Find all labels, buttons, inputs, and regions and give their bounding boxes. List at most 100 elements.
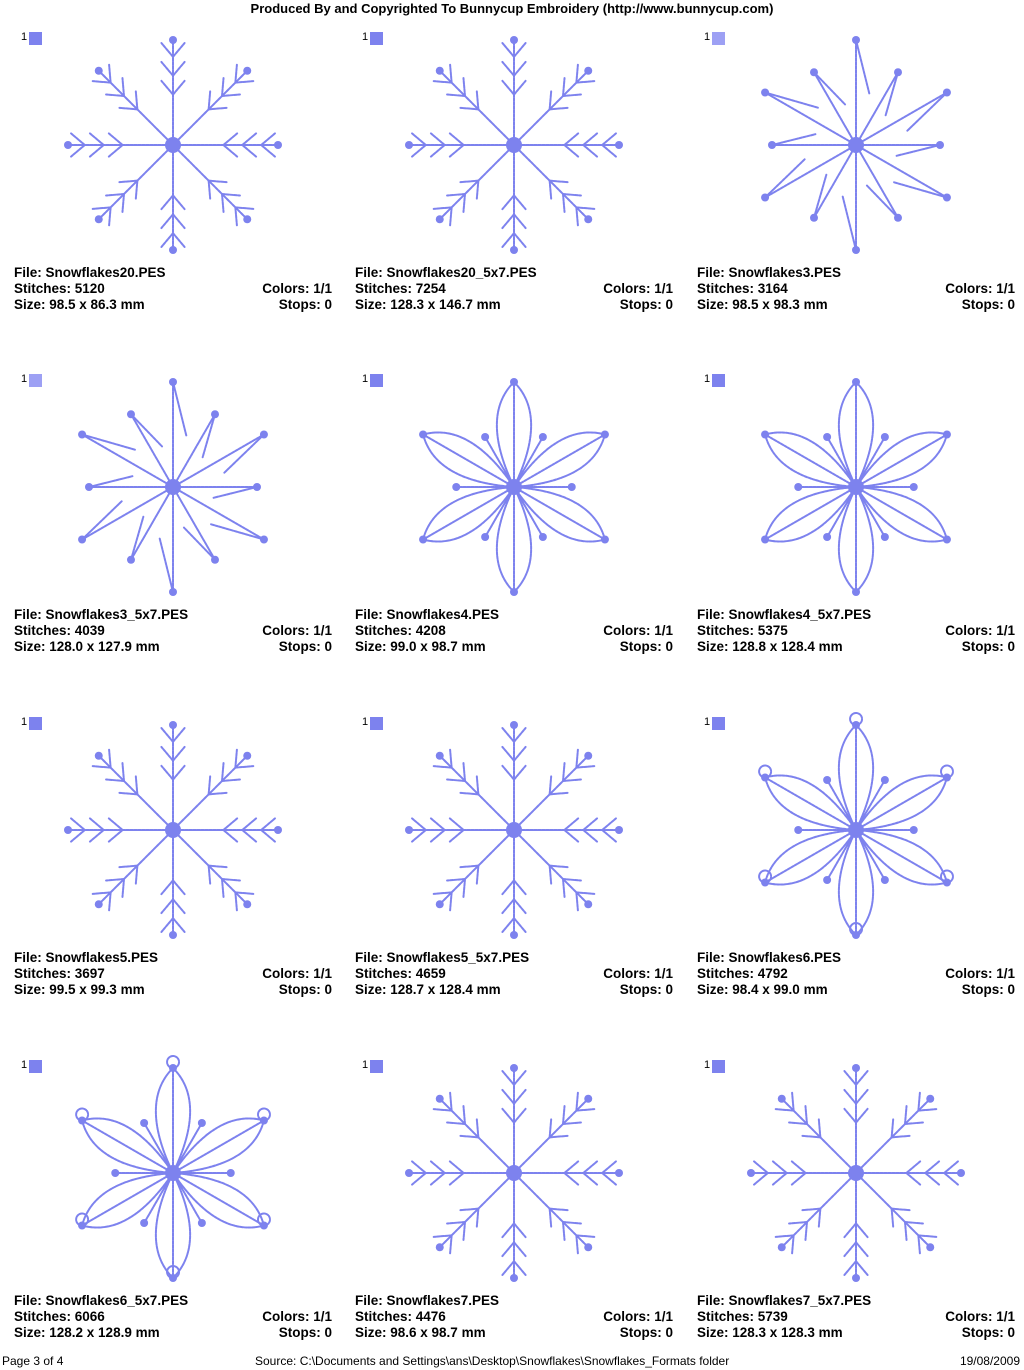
- embroidery-preview: [405, 1064, 623, 1282]
- color-index: 1: [704, 373, 711, 385]
- embroidery-preview: [64, 36, 282, 254]
- stitch-count: Stitches: 5120: [14, 281, 105, 296]
- color-count: Colors: 1/1: [603, 1309, 673, 1324]
- file-name: File: Snowflakes3_5x7.PES: [14, 607, 189, 622]
- snowflake-design: [405, 36, 623, 254]
- design-card: 1 File: Snowflakes5.PES Stitches: 3697 Colo…: [14, 715, 332, 1000]
- color-count: Colors: 1/1: [945, 1309, 1015, 1324]
- file-name: File: Snowflakes7_5x7.PES: [697, 1293, 872, 1308]
- color-index: 1: [21, 716, 28, 728]
- color-count: Colors: 1/1: [262, 1309, 332, 1324]
- color-count: Colors: 1/1: [945, 281, 1015, 296]
- design-info: File: Snowflakes7.PES Stitches: 4476 Color…: [355, 1293, 673, 1341]
- color-count: Colors: 1/1: [945, 966, 1015, 981]
- stitch-count: Stitches: 3164: [697, 281, 788, 296]
- design-size: Size: 98.4 x 99.0 mm: [697, 982, 828, 997]
- stitch-count: Stitches: 3697: [14, 966, 105, 981]
- color-index: 1: [362, 716, 369, 728]
- color-count: Colors: 1/1: [603, 281, 673, 296]
- stitch-count: Stitches: 4039: [14, 623, 105, 638]
- stop-count: Stops: 0: [619, 297, 673, 312]
- thread-color-swatch: [29, 374, 42, 387]
- color-count: Colors: 1/1: [945, 623, 1015, 638]
- snowflake-design: [761, 36, 951, 254]
- design-card: 1 File: Snowflakes4_5x7.PES Stitches: 5375…: [697, 372, 1015, 657]
- design-info: File: Snowflakes4.PES Stitches: 4208 Color…: [355, 607, 673, 655]
- file-name: File: Snowflakes7.PES: [355, 1293, 500, 1308]
- embroidery-preview: [419, 378, 609, 596]
- stitch-count: Stitches: 4476: [355, 1309, 446, 1324]
- design-card: 1 File: Snowflakes7_5x7.PES Stitches: 5739…: [697, 1058, 1015, 1343]
- design-size: Size: 99.0 x 98.7 mm: [355, 639, 486, 654]
- stop-count: Stops: 0: [961, 982, 1015, 997]
- stop-count: Stops: 0: [278, 982, 332, 997]
- file-name: File: Snowflakes4.PES: [355, 607, 500, 622]
- color-index: 1: [21, 1059, 28, 1071]
- design-card: 1 File: Snowflakes6_5x7.PES Stitches: 6066…: [14, 1055, 332, 1343]
- snowflake-design: [747, 1064, 965, 1282]
- stop-count: Stops: 0: [961, 1325, 1015, 1340]
- stop-count: Stops: 0: [278, 297, 332, 312]
- design-info: File: Snowflakes5.PES Stitches: 3697 Color…: [14, 950, 332, 998]
- snowflake-design: [75, 1055, 271, 1282]
- thread-color-swatch: [712, 1060, 725, 1073]
- stop-count: Stops: 0: [961, 639, 1015, 654]
- snowflake-design: [64, 721, 282, 939]
- design-info: File: Snowflakes6.PES Stitches: 4792 Color…: [697, 950, 1015, 998]
- color-index: 1: [362, 1059, 369, 1071]
- thread-color-swatch: [712, 717, 725, 730]
- color-index: 1: [362, 373, 369, 385]
- design-info: File: Snowflakes7_5x7.PES Stitches: 5739 C…: [697, 1293, 1015, 1341]
- embroidery-preview: [758, 712, 954, 939]
- design-info: File: Snowflakes6_5x7.PES Stitches: 6066 C…: [14, 1293, 332, 1341]
- file-name: File: Snowflakes20_5x7.PES: [355, 265, 537, 280]
- snowflake-design: [405, 721, 623, 939]
- design-info: File: Snowflakes5_5x7.PES Stitches: 4659 C…: [355, 950, 673, 998]
- embroidery-preview: [75, 1055, 271, 1282]
- design-size: Size: 98.5 x 86.3 mm: [14, 297, 145, 312]
- design-card: 1 File: Snowflakes4.PES Stitches: 4208 Colo…: [355, 372, 673, 657]
- color-index: 1: [21, 31, 28, 43]
- file-name: File: Snowflakes3.PES: [697, 265, 842, 280]
- stitch-count: Stitches: 5739: [697, 1309, 788, 1324]
- design-size: Size: 128.7 x 128.4 mm: [355, 982, 501, 997]
- thread-color-swatch: [370, 717, 383, 730]
- embroidery-preview: [747, 1064, 965, 1282]
- snowflake-design: [758, 712, 954, 939]
- color-count: Colors: 1/1: [262, 966, 332, 981]
- color-count: Colors: 1/1: [262, 623, 332, 638]
- embroidery-preview: [405, 36, 623, 254]
- embroidery-preview: [761, 36, 951, 254]
- page-number: Page 3 of 4: [2, 1354, 64, 1368]
- design-card: 1 File: Snowflakes7.PES Stitches: 4476 Colo…: [355, 1058, 673, 1343]
- embroidery-preview: [405, 721, 623, 939]
- stitch-count: Stitches: 7254: [355, 281, 446, 296]
- design-size: Size: 99.5 x 99.3 mm: [14, 982, 145, 997]
- snowflake-design: [419, 378, 609, 596]
- color-count: Colors: 1/1: [603, 623, 673, 638]
- design-info: File: Snowflakes20.PES Stitches: 5120 Colo…: [14, 265, 332, 313]
- stop-count: Stops: 0: [278, 639, 332, 654]
- design-card: 1 File: Snowflakes20_5x7.PES Stitches: 725…: [355, 30, 673, 315]
- embroidery-preview: [78, 378, 268, 596]
- design-size: Size: 128.3 x 146.7 mm: [355, 297, 501, 312]
- design-size: Size: 98.5 x 98.3 mm: [697, 297, 828, 312]
- embroidery-preview: [761, 378, 951, 596]
- snowflake-design: [761, 378, 951, 596]
- file-name: File: Snowflakes20.PES: [14, 265, 166, 280]
- design-info: File: Snowflakes20_5x7.PES Stitches: 7254…: [355, 265, 673, 313]
- embroidery-preview: [64, 721, 282, 939]
- stop-count: Stops: 0: [619, 982, 673, 997]
- color-index: 1: [704, 716, 711, 728]
- thread-color-swatch: [712, 374, 725, 387]
- stop-count: Stops: 0: [961, 297, 1015, 312]
- design-info: File: Snowflakes4_5x7.PES Stitches: 5375 C…: [697, 607, 1015, 655]
- design-info: File: Snowflakes3_5x7.PES Stitches: 4039 C…: [14, 607, 332, 655]
- stop-count: Stops: 0: [278, 1325, 332, 1340]
- design-size: Size: 128.2 x 128.9 mm: [14, 1325, 160, 1340]
- design-card: 1 File: Snowflakes3.PES Stitches: 3164 Colo…: [697, 30, 1015, 315]
- thread-color-swatch: [370, 374, 383, 387]
- stitch-count: Stitches: 4208: [355, 623, 446, 638]
- print-date: 19/08/2009: [959, 1354, 1020, 1368]
- design-size: Size: 98.6 x 98.7 mm: [355, 1325, 486, 1340]
